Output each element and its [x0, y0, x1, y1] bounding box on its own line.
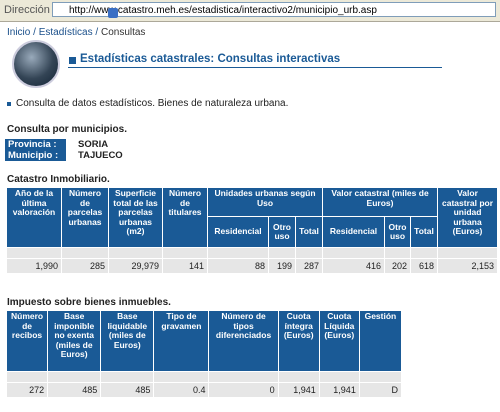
data-cell: 1,941	[278, 383, 319, 397]
data-cell: 2,153	[438, 259, 498, 273]
logo	[12, 40, 60, 88]
field-row: Provincia : SORIA	[5, 139, 126, 150]
data-cell: 485	[48, 383, 101, 397]
data-cell: 272	[7, 383, 48, 397]
section-heading: Consulta por municipios.	[7, 124, 128, 135]
breadcrumb: Inicio / Estadísticas / Consultas	[7, 27, 146, 38]
spacer-cell	[7, 248, 61, 258]
catastro-table: Año de la última valoración Número de par…	[6, 187, 498, 274]
column-subheader: Residencial	[208, 217, 268, 247]
address-label: Dirección	[4, 4, 50, 16]
column-header: Año de la última valoración	[7, 188, 61, 247]
spacer-cell	[48, 372, 101, 382]
data-cell: D	[359, 383, 401, 397]
spacer-cell	[7, 372, 48, 382]
column-header: Cuota Líquida (Euros)	[319, 311, 359, 371]
data-cell: 0.4	[154, 383, 209, 397]
page-icon	[108, 8, 118, 18]
column-subheader: Otro uso	[385, 217, 411, 247]
header-row: Número de recibos Base imponible no exent…	[7, 311, 401, 371]
column-header: Número de parcelas urbanas	[62, 188, 108, 247]
column-header: Gestión	[359, 311, 401, 371]
column-header: Base liquidable (miles de Euros)	[101, 311, 154, 371]
url-field[interactable]: http://www.catastro.meh.es/estadistica/i…	[52, 2, 496, 18]
url: http://www.catastro.meh.es/estadistica/i…	[69, 5, 377, 16]
column-header: Superficie total de las parcelas urbanas…	[109, 188, 162, 247]
data-row: 1,990 285 29,979 141 88 199 287 416 202 618 2,153	[7, 259, 498, 273]
field-row: Municipio : TAJUECO	[5, 150, 126, 161]
data-cell: 0	[209, 383, 278, 397]
data-cell: 88	[208, 259, 268, 273]
column-subheader: Total	[411, 217, 438, 247]
header-row: Año de la última valoración Número de par…	[7, 188, 498, 247]
column-header: Cuota íntegra (Euros)	[278, 311, 319, 371]
ibi-table: Número de recibos Base imponible no exent…	[6, 310, 402, 398]
breadcrumb-link[interactable]: Inicio	[7, 27, 31, 38]
column-header: Número de tipos diferenciados	[209, 311, 278, 371]
spacer-cell	[269, 248, 295, 258]
breadcrumb-current: Consultas	[100, 27, 146, 38]
spacer-cell	[208, 248, 268, 258]
data-cell: 485	[101, 383, 154, 397]
column-header: Base imponible no exenta (miles de Euros…	[48, 311, 101, 371]
spacer-cell	[62, 248, 108, 258]
data-cell: 618	[411, 259, 438, 273]
spacer-cell	[385, 248, 411, 258]
data-cell: 141	[163, 259, 207, 273]
field-label: Provincia :	[5, 139, 66, 150]
intro: Consulta de datos estadísticos. Bienes d…	[7, 98, 288, 109]
data-cell: 1,990	[7, 259, 61, 273]
spacer-cell	[278, 372, 319, 382]
data-cell: 29,979	[109, 259, 162, 273]
column-subheader: Total	[296, 217, 323, 247]
spacer-cell	[411, 248, 438, 258]
column-header: Valor catastral (miles de Euros)	[323, 188, 438, 216]
address-bar: Dirección http://www.catastro.meh.es/est…	[0, 0, 500, 22]
spacer-cell	[163, 248, 207, 258]
spacer-row	[7, 372, 401, 382]
field-value: SORIA	[78, 139, 109, 150]
column-header: Número de titulares	[163, 188, 207, 247]
field-label: Municipio :	[5, 150, 66, 161]
column-header: Valor catastral por unidad urbana (Euros…	[438, 188, 498, 247]
column-subheader: Otro uso	[269, 217, 295, 247]
spacer-cell	[101, 372, 154, 382]
column-header: Tipo de gravamen	[154, 311, 209, 371]
spacer-cell	[154, 372, 209, 382]
spacer-cell	[359, 372, 401, 382]
data-cell: 202	[385, 259, 411, 273]
breadcrumb-link[interactable]: Estadísticas	[38, 27, 93, 38]
column-subheader: Residencial	[323, 217, 385, 247]
data-row: 272 485 485 0.4 0 1,941 1,941 D	[7, 383, 401, 397]
data-cell: 199	[269, 259, 295, 273]
page-title: Estadísticas catastrales: Consultas inte…	[68, 53, 442, 68]
spacer-cell	[109, 248, 162, 258]
data-cell: 416	[323, 259, 385, 273]
column-header: Número de recibos	[7, 311, 48, 371]
spacer-cell	[296, 248, 323, 258]
spacer-row	[7, 248, 498, 258]
spacer-cell	[438, 248, 498, 258]
spacer-cell	[319, 372, 359, 382]
data-cell: 287	[296, 259, 323, 273]
spacer-cell	[323, 248, 385, 258]
data-cell: 285	[62, 259, 108, 273]
section-heading: Impuesto sobre bienes inmuebles.	[7, 297, 171, 308]
subheader-row: Residencial Otro uso Total Residencial Otro …	[7, 217, 497, 247]
municipio-fields: Provincia : SORIA Municipio : TAJUECO	[5, 139, 126, 161]
spacer-cell	[209, 372, 278, 382]
data-cell: 1,941	[319, 383, 359, 397]
section-heading: Catastro Inmobiliario.	[7, 174, 110, 185]
column-header: Unidades urbanas según Uso	[208, 188, 323, 216]
field-value: TAJUECO	[78, 150, 123, 161]
